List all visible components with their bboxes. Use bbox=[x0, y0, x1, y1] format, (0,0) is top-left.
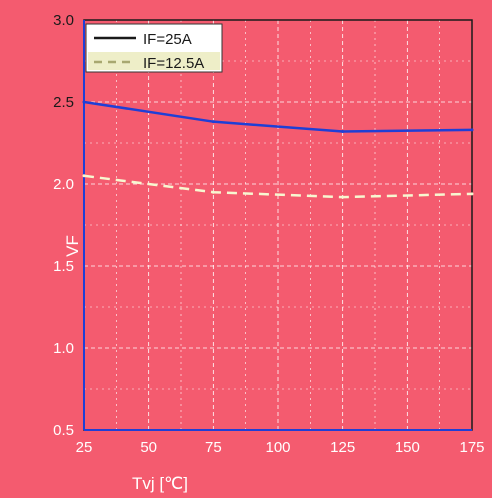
x-axis-title: Tvj [℃] bbox=[132, 474, 188, 493]
series-point-0-3 bbox=[470, 128, 474, 132]
series-point-1-3 bbox=[470, 192, 474, 196]
series-layer bbox=[82, 100, 474, 199]
x-tick-label-4: 125 bbox=[330, 439, 355, 456]
series-line-0 bbox=[83, 100, 473, 133]
x-tick-label-5: 150 bbox=[395, 439, 420, 456]
x-tick-labels: 25 50 75 100 125 150 175 bbox=[76, 439, 485, 456]
plot-frame bbox=[83, 19, 473, 431]
x-tick-label-1: 50 bbox=[140, 439, 157, 456]
legend: IF=25A IF=12.5A bbox=[85, 23, 223, 73]
x-tick-label-3: 100 bbox=[265, 439, 290, 456]
series-point-1-2 bbox=[341, 195, 345, 199]
series-line-1 bbox=[83, 174, 473, 199]
y-tick-label-2: 1.5 bbox=[53, 258, 74, 275]
series-point-0-2 bbox=[341, 130, 345, 134]
y-tick-label-0: 0.5 bbox=[53, 422, 74, 439]
series-point-0-1 bbox=[211, 120, 215, 124]
y-tick-label-5: 3.0 bbox=[53, 12, 74, 29]
y-tick-label-3: 2.0 bbox=[53, 176, 74, 193]
grid bbox=[83, 19, 473, 431]
series-point-0-0 bbox=[82, 100, 86, 104]
legend-highlight bbox=[88, 52, 220, 70]
x-tick-label-0: 25 bbox=[76, 439, 93, 456]
series-point-1-1 bbox=[211, 190, 215, 194]
legend-label-if125: IF=12.5A bbox=[143, 55, 204, 72]
y-axis-title: VF bbox=[63, 235, 82, 257]
x-tick-label-2: 75 bbox=[205, 439, 222, 456]
y-tick-labels: 0.5 1.0 1.5 2.0 2.5 3.0 bbox=[53, 12, 74, 439]
y-tick-label-1: 1.0 bbox=[53, 340, 74, 357]
x-tick-label-6: 175 bbox=[459, 439, 484, 456]
legend-label-if25: IF=25A bbox=[143, 31, 192, 48]
series-point-1-0 bbox=[82, 174, 86, 178]
y-tick-label-4: 2.5 bbox=[53, 94, 74, 111]
